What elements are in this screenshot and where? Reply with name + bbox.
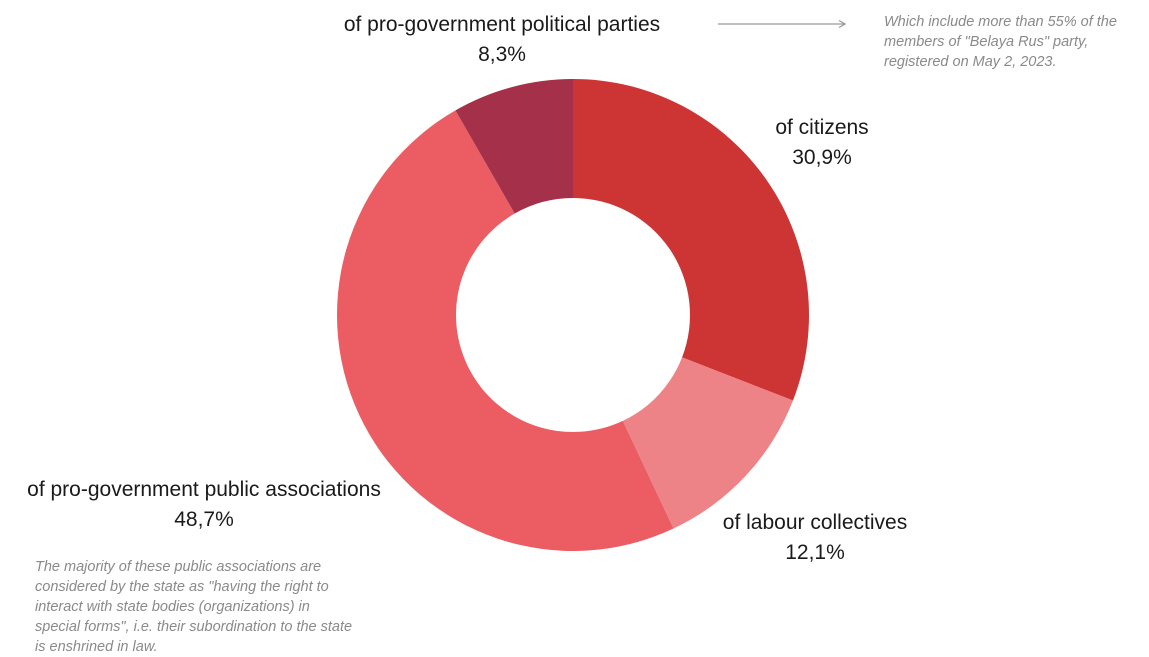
donut-slice (622, 357, 793, 529)
annotation-arrow-icon (718, 19, 847, 29)
donut-slice (573, 79, 809, 401)
slice-label-name: of pro-government public associations (27, 478, 381, 501)
slice-label-value: 12,1% (785, 541, 845, 564)
slice-label-name: of pro-government political parties (343, 13, 661, 36)
donut-slices (337, 79, 809, 551)
label-political-parties: of pro-government political parties 8,3% (320, 10, 684, 70)
note-line: interact with state bodies (organization… (35, 599, 310, 615)
note-political-parties: Which include more than 55% of the membe… (884, 12, 1117, 72)
slice-label-value: 30,9% (792, 146, 852, 169)
label-citizens: of citizens 30,9% (742, 113, 902, 173)
note-line: registered on May 2, 2023. (884, 54, 1057, 70)
slice-label-value: 8,3% (478, 43, 526, 66)
note-line: members of "Belaya Rus" party, (884, 34, 1089, 50)
slice-label-name: of labour collectives (722, 511, 908, 534)
donut-slice (455, 79, 573, 214)
note-line: Which include more than 55% of the (884, 14, 1117, 30)
note-line: is enshrined in law. (35, 639, 158, 655)
donut-slice (337, 110, 674, 551)
slice-label-value: 48,7% (174, 508, 234, 531)
note-line: considered by the state as "having the r… (35, 579, 329, 595)
note-line: special forms", i.e. their subordination… (35, 619, 353, 635)
slice-label-name: of citizens (775, 116, 869, 139)
note-public-associations: The majority of these public association… (35, 557, 352, 657)
note-line: The majority of these public association… (35, 559, 322, 575)
label-labour-collectives: of labour collectives 12,1% (700, 508, 930, 568)
label-public-associations: of pro-government public associations 48… (4, 475, 404, 535)
